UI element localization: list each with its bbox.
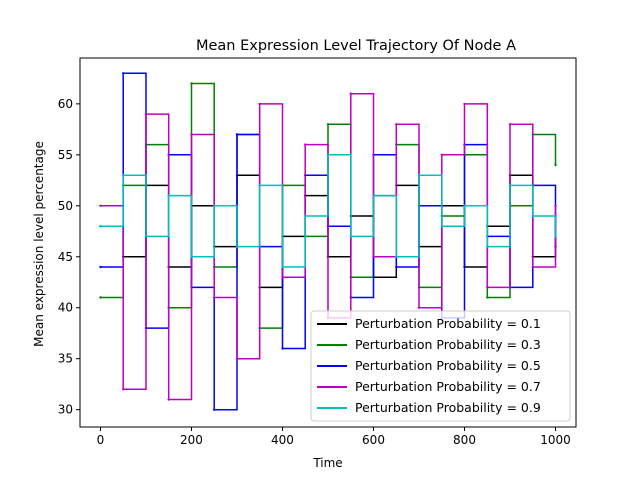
series-point (554, 204, 557, 207)
legend-label: Perturbation Probability = 0.1 (355, 316, 541, 331)
series-point (440, 153, 443, 156)
series-point (486, 286, 489, 289)
x-tick-label: 600 (362, 433, 385, 447)
series-point (395, 123, 398, 126)
series-point (213, 296, 216, 299)
series-point (395, 255, 398, 258)
series-point (326, 153, 330, 156)
series-point (190, 82, 193, 85)
y-tick-label: 50 (58, 199, 73, 213)
legend-box (310, 310, 571, 422)
y-tick-label: 40 (58, 301, 73, 315)
series-point (417, 174, 421, 177)
y-axis-label: Mean expression level percentage (32, 141, 46, 347)
series-point (281, 347, 284, 350)
series-point (122, 388, 125, 391)
series-point (99, 296, 102, 299)
series-point (167, 194, 170, 197)
x-tick-label: 400 (271, 433, 294, 447)
y-tick-label: 30 (58, 403, 73, 417)
series-point (554, 163, 557, 167)
series-point (122, 72, 125, 75)
series-point (213, 408, 216, 411)
chart-title: Mean Expression Level Trajectory Of Node… (196, 38, 516, 54)
series-point (144, 112, 148, 116)
legend-label: Perturbation Probability = 0.9 (355, 400, 541, 415)
series-point (167, 398, 170, 401)
series-point (508, 184, 512, 187)
x-tick-label: 200 (180, 433, 203, 447)
series-point (190, 133, 193, 136)
series-point (372, 194, 375, 197)
series-point (213, 204, 216, 207)
series-point (463, 204, 466, 207)
series-point (395, 265, 398, 269)
series-point (508, 123, 512, 126)
x-tick-label: 0 (97, 433, 105, 447)
series-point (486, 245, 489, 248)
series-point (281, 265, 284, 269)
series-point (531, 214, 534, 218)
x-axis-label: Time (312, 456, 342, 470)
series-point (349, 92, 352, 95)
series-point (235, 245, 239, 248)
series-point (190, 255, 193, 258)
series-point (258, 184, 261, 187)
series-point (554, 235, 557, 238)
y-tick-label: 60 (58, 97, 73, 111)
series-point (463, 102, 466, 106)
x-tick-label: 1000 (540, 433, 571, 447)
series-point (281, 276, 284, 279)
series-point (304, 214, 307, 218)
legend-label: Perturbation Probability = 0.5 (355, 358, 541, 373)
series-point (235, 133, 239, 136)
series-point (144, 235, 148, 238)
series-point (372, 255, 375, 258)
series-point (99, 204, 102, 207)
legend: Perturbation Probability = 0.1 Perturbati… (310, 310, 571, 422)
x-tick-label: 800 (453, 433, 476, 447)
series-point (122, 174, 125, 177)
series-point (531, 265, 534, 269)
series-point (440, 225, 443, 228)
plot-frame (79, 57, 577, 428)
series-point (486, 296, 489, 299)
series-point (99, 225, 102, 228)
series-point (235, 357, 239, 360)
legend-label: Perturbation Probability = 0.7 (355, 379, 541, 394)
y-tick-label: 45 (58, 250, 73, 264)
series-point (417, 306, 421, 309)
series-point (326, 123, 330, 126)
legend-label: Perturbation Probability = 0.3 (355, 337, 541, 352)
series-point (99, 265, 102, 269)
series-point (349, 235, 352, 238)
y-tick-label: 35 (58, 352, 73, 366)
y-tick-label: 55 (58, 148, 73, 162)
axis-ticks: 0 200 400 600 800 1000 30 35 40 45 50 55 60 (58, 97, 571, 447)
series-point (304, 143, 307, 146)
series-point (258, 102, 261, 106)
